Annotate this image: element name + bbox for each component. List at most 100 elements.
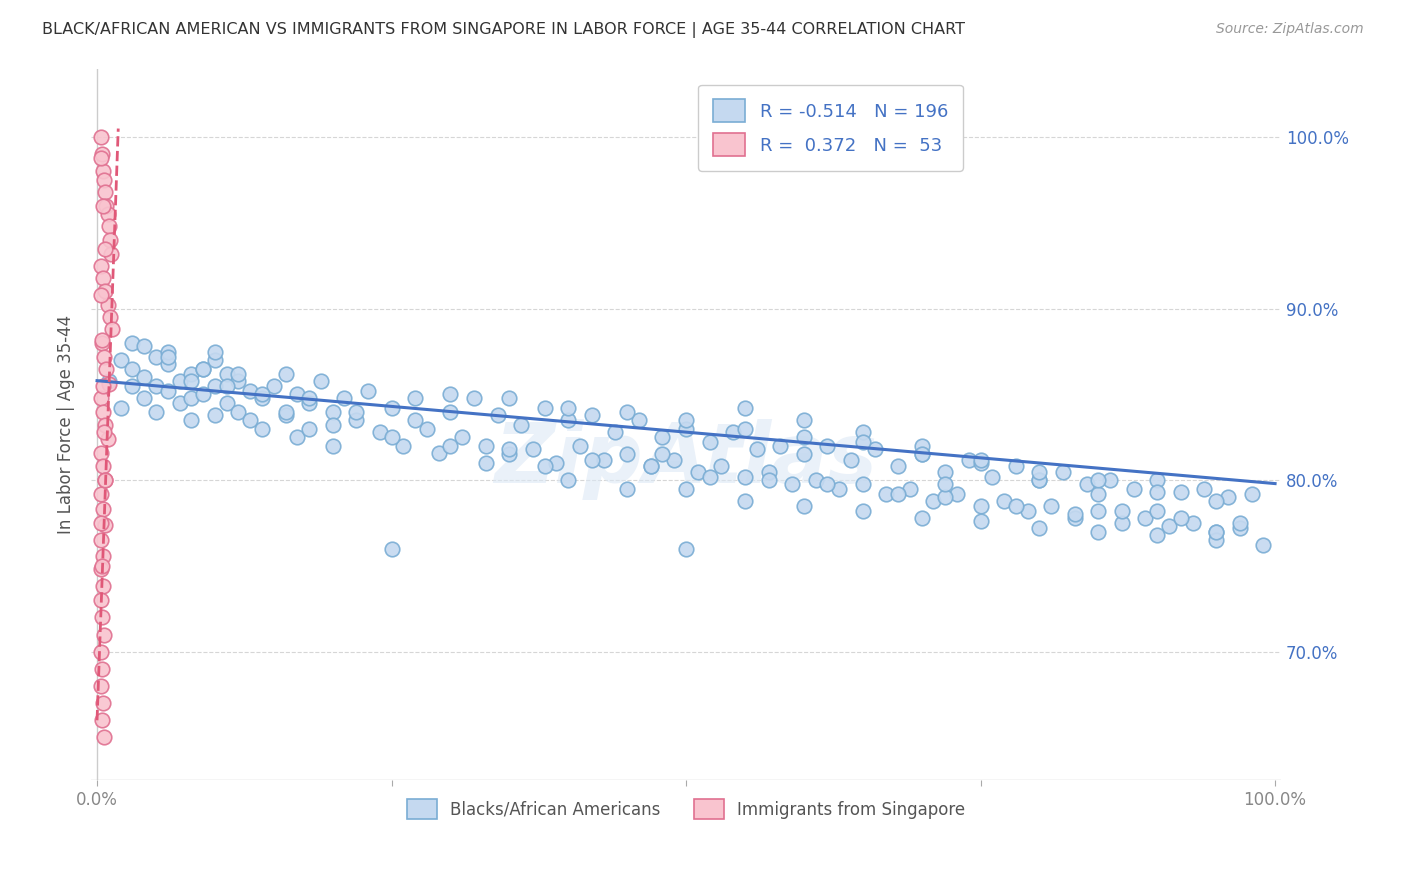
Point [90,662,112,676]
Point [1170,485,1192,500]
Point [357,384,380,398]
Point [1028,465,1050,479]
Point [97,219,120,234]
Point [780,476,803,491]
Point [93,627,115,641]
Point [110,401,132,416]
Point [380,541,402,556]
Point [180,413,202,427]
Point [97,207,120,221]
Point [90,645,112,659]
Point [969,514,991,528]
Point [721,425,744,439]
Point [94,285,117,299]
Point [344,404,367,418]
Point [581,408,603,422]
Point [380,401,402,416]
Point [651,430,673,444]
Point [758,465,780,479]
Point [1146,485,1168,500]
Point [640,459,662,474]
Point [675,413,697,427]
Point [498,447,520,461]
Point [91,580,114,594]
Point [863,442,886,457]
Point [1028,473,1050,487]
Point [250,387,273,401]
Point [91,502,114,516]
Point [90,333,112,347]
Point [1028,521,1050,535]
Point [90,487,112,501]
Point [522,442,544,457]
Point [90,147,112,161]
Point [1205,533,1227,548]
Point [91,696,114,710]
Point [228,374,250,388]
Point [616,447,638,461]
Point [1111,516,1133,530]
Point [793,499,815,513]
Point [758,473,780,487]
Text: ZipAtlas: ZipAtlas [495,419,877,500]
Point [90,130,112,145]
Point [110,353,132,368]
Point [581,452,603,467]
Point [699,469,721,483]
Point [239,413,262,427]
Point [90,713,112,727]
Point [90,516,112,530]
Point [90,391,112,405]
Point [439,439,461,453]
Point [90,335,112,350]
Point [204,353,226,368]
Point [228,404,250,418]
Point [1028,473,1050,487]
Point [557,473,579,487]
Point [97,298,120,312]
Point [156,350,179,364]
Point [145,379,167,393]
Point [1005,499,1028,513]
Point [815,476,838,491]
Point [734,422,756,436]
Point [969,499,991,513]
Point [1216,491,1239,505]
Point [852,476,875,491]
Point [368,425,391,439]
Point [533,401,555,416]
Point [1063,511,1085,525]
Point [333,391,356,405]
Point [91,459,114,474]
Legend: Blacks/African Americans, Immigrants from Singapore: Blacks/African Americans, Immigrants fro… [401,793,972,825]
Point [969,452,991,467]
Point [427,446,450,460]
Point [1122,482,1144,496]
Point [769,439,792,453]
Point [475,456,498,470]
Point [793,430,815,444]
Point [1251,538,1274,552]
Point [1087,487,1109,501]
Point [498,391,520,405]
Point [169,374,191,388]
Point [91,379,114,393]
Point [94,517,117,532]
Point [699,435,721,450]
Point [1170,511,1192,525]
Point [180,374,202,388]
Point [100,246,122,260]
Point [463,391,485,405]
Point [640,459,662,474]
Point [98,233,121,247]
Point [90,288,112,302]
Point [404,413,426,427]
Point [90,610,112,624]
Point [322,418,344,433]
Point [90,151,112,165]
Point [439,404,461,418]
Point [93,425,115,439]
Point [557,413,579,427]
Point [934,465,956,479]
Point [1040,499,1063,513]
